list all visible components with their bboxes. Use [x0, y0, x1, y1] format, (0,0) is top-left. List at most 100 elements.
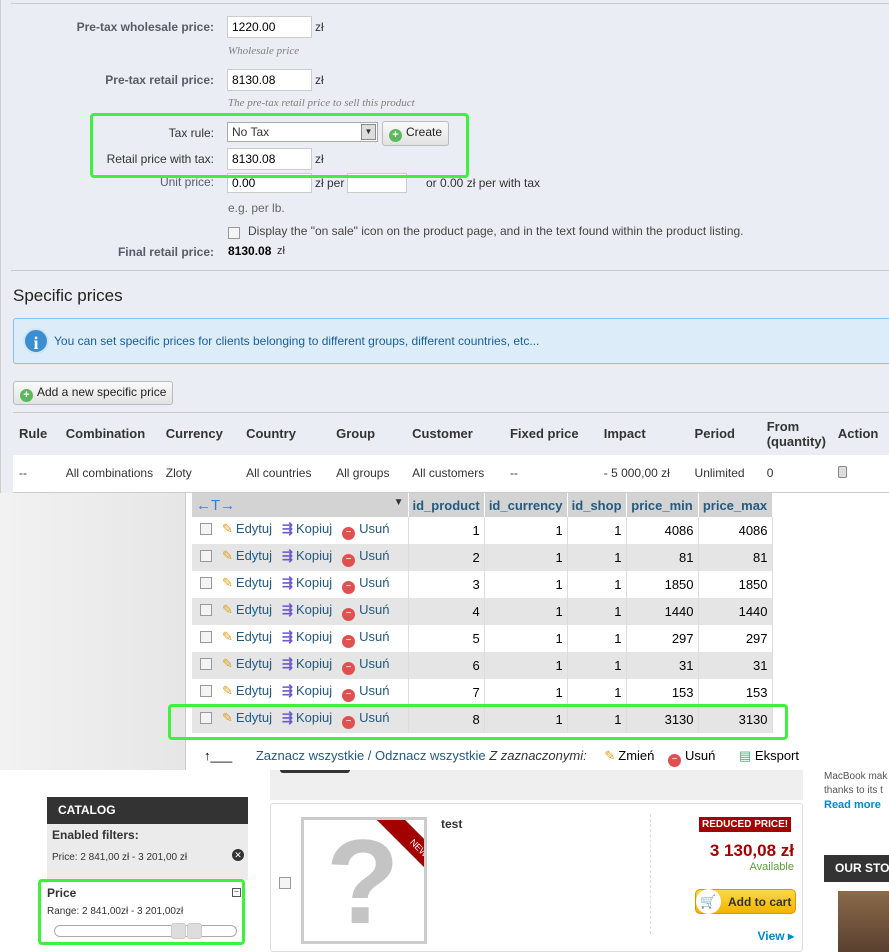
- read-more-link[interactable]: Read more: [824, 799, 881, 811]
- change-label: Zmień: [618, 748, 655, 763]
- cell-id-shop: 1: [567, 571, 627, 598]
- copy-button[interactable]: ⇶ Kopiuj: [272, 602, 332, 617]
- add-to-cart-button[interactable]: 🛒 Add to cart: [695, 889, 796, 914]
- row-checkbox[interactable]: [200, 523, 212, 535]
- edit-button[interactable]: ✎ Edytuj: [222, 575, 272, 590]
- copy-button[interactable]: ⇶ Kopiuj: [272, 656, 332, 671]
- resize-columns-icon[interactable]: ←T→: [196, 496, 236, 514]
- delete-button[interactable]: − Usuń: [332, 548, 389, 567]
- row-checkbox[interactable]: [200, 712, 212, 724]
- wholesale-price-input[interactable]: 1220.00: [227, 16, 312, 38]
- copy-button[interactable]: ⇶ Kopiuj: [272, 575, 332, 590]
- row-checkbox[interactable]: [200, 658, 212, 670]
- tax-rule-value: No Tax: [232, 125, 270, 139]
- delete-icon: −: [342, 554, 356, 567]
- row-checkbox[interactable]: [200, 550, 212, 562]
- side-text-1: MacBook mak: [824, 771, 888, 782]
- availability: Available: [749, 861, 794, 873]
- check-all-link[interactable]: Zaznacz wszystkie / Odznacz wszystkie: [255, 748, 486, 763]
- row-checkbox[interactable]: [200, 685, 212, 697]
- cell-group: All groups: [330, 454, 407, 493]
- edit-label: Edytuj: [235, 710, 273, 725]
- pencil-icon: ✎: [222, 521, 233, 536]
- table-row: -- All combinations Zloty All countries …: [13, 454, 889, 493]
- compare-checkbox[interactable]: [279, 877, 291, 889]
- cell-id-shop: 1: [567, 598, 627, 625]
- cell-impact: - 5 000,00 zł: [597, 454, 689, 493]
- copy-button[interactable]: ⇶ Kopiuj: [272, 710, 332, 725]
- delete-button[interactable]: − Usuń: [332, 710, 389, 729]
- pencil-icon: ✎: [222, 629, 233, 644]
- chevron-down-icon[interactable]: ▼: [361, 124, 376, 140]
- remove-button[interactable]: − Usuń: [658, 748, 715, 767]
- column-options[interactable]: ←T→ ▼: [192, 493, 409, 517]
- change-button[interactable]: ✎ Zmień: [604, 748, 654, 763]
- edit-button[interactable]: ✎ Edytuj: [222, 629, 272, 644]
- edit-button[interactable]: ✎ Edytuj: [222, 710, 272, 725]
- sort-down-icon[interactable]: ▼: [393, 496, 404, 508]
- edit-button[interactable]: ✎ Edytuj: [222, 656, 272, 671]
- specific-prices-table: Rule Combination Currency Country Group …: [13, 412, 889, 493]
- edit-button[interactable]: ✎ Edytuj: [222, 521, 272, 536]
- col-price-max[interactable]: price_max: [698, 493, 773, 517]
- pencil-icon: ✎: [604, 748, 616, 763]
- edit-button[interactable]: ✎ Edytuj: [222, 602, 272, 617]
- edit-label: Edytuj: [235, 683, 273, 698]
- view-link[interactable]: View ▸: [757, 929, 795, 943]
- cart-icon: 🛒: [696, 889, 721, 914]
- unit-name-input[interactable]: [347, 173, 407, 193]
- edit-button[interactable]: ✎ Edytuj: [222, 548, 272, 563]
- copy-button[interactable]: ⇶ Kopiuj: [272, 548, 332, 563]
- product-image[interactable]: ? NEW: [301, 817, 427, 944]
- col-id-shop[interactable]: id_shop: [567, 493, 627, 517]
- cell-id-product: 4: [408, 598, 485, 625]
- tax-rule-select[interactable]: No Tax ▼: [227, 122, 378, 142]
- col-action: Action: [831, 412, 889, 455]
- unit-price-input[interactable]: 0.00: [227, 173, 312, 193]
- unit-hint: e.g. per lb.: [228, 201, 285, 215]
- col-id-currency[interactable]: id_currency: [484, 493, 568, 517]
- col-combination: Combination: [59, 412, 160, 455]
- copy-label: Kopiuj: [295, 656, 333, 671]
- cell-country: All countries: [240, 454, 331, 493]
- delete-button[interactable]: − Usuń: [332, 602, 389, 621]
- delete-button[interactable]: − Usuń: [332, 575, 389, 594]
- remove-filter-icon[interactable]: ✕: [232, 849, 244, 861]
- price-slider[interactable]: [54, 923, 237, 939]
- row-checkbox[interactable]: [200, 604, 212, 616]
- product-name[interactable]: test: [441, 817, 463, 831]
- edit-button[interactable]: ✎ Edytuj: [222, 683, 272, 698]
- side-text-2: thanks to its t: [824, 785, 883, 796]
- delete-label: Usuń: [359, 656, 390, 671]
- cell-price-max: 4086: [698, 517, 773, 544]
- retail-price-input[interactable]: 8130.08: [227, 69, 312, 91]
- row-checkbox[interactable]: [200, 631, 212, 643]
- copy-button[interactable]: ⇶ Kopiuj: [272, 521, 332, 536]
- col-price-min[interactable]: price_min: [626, 493, 699, 517]
- db-results-table: ←T→ ▼ id_product id_currency id_shop pric…: [192, 493, 773, 733]
- export-label: Eksport: [754, 748, 799, 763]
- on-sale-checkbox[interactable]: [228, 227, 240, 239]
- delete-button[interactable]: − Usuń: [332, 629, 389, 648]
- divider: [650, 814, 651, 934]
- slider-handle-max[interactable]: [186, 923, 202, 939]
- delete-button[interactable]: − Usuń: [332, 656, 390, 675]
- cell-price-min: 81: [626, 544, 699, 571]
- collapse-icon[interactable]: −: [232, 888, 241, 897]
- col-id-product[interactable]: id_product: [408, 493, 485, 517]
- delete-button[interactable]: − Usuń: [332, 683, 389, 702]
- copy-label: Kopiuj: [295, 602, 333, 617]
- trash-icon[interactable]: [837, 465, 847, 478]
- retail-price-with-tax-input[interactable]: 8130.08: [227, 148, 312, 170]
- add-specific-price-button[interactable]: + Add a new specific price: [13, 381, 174, 405]
- create-tax-rule-button[interactable]: + Create: [382, 121, 450, 146]
- slider-handle-min[interactable]: [171, 923, 187, 939]
- copy-button[interactable]: ⇶ Kopiuj: [272, 629, 332, 644]
- delete-button[interactable]: − Usuń: [332, 521, 390, 540]
- store-image[interactable]: [838, 891, 889, 952]
- copy-button[interactable]: ⇶ Kopiuj: [272, 683, 332, 698]
- export-button[interactable]: ▤ Eksport: [739, 748, 799, 763]
- delete-label: Usuń: [359, 521, 390, 536]
- on-sale-label: Display the "on sale" icon on the produc…: [248, 224, 744, 238]
- row-checkbox[interactable]: [200, 577, 212, 589]
